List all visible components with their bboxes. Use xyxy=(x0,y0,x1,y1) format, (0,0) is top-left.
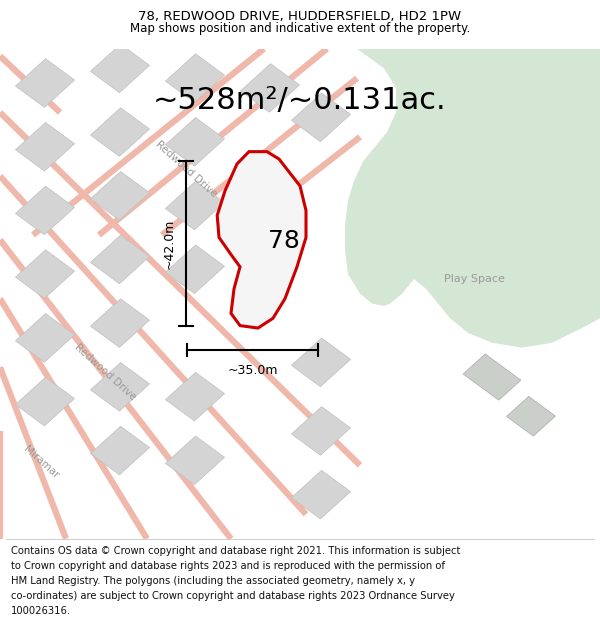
Text: Play Space: Play Space xyxy=(443,274,505,284)
Polygon shape xyxy=(91,362,149,411)
Polygon shape xyxy=(91,107,149,156)
Text: co-ordinates) are subject to Crown copyright and database rights 2023 Ordnance S: co-ordinates) are subject to Crown copyr… xyxy=(11,591,455,601)
Text: Map shows position and indicative extent of the property.: Map shows position and indicative extent… xyxy=(130,22,470,35)
Polygon shape xyxy=(16,314,74,362)
Polygon shape xyxy=(91,426,149,475)
Polygon shape xyxy=(16,122,74,171)
Polygon shape xyxy=(292,471,350,519)
Text: Miramar: Miramar xyxy=(21,444,61,481)
Text: 78, REDWOOD DRIVE, HUDDERSFIELD, HD2 1PW: 78, REDWOOD DRIVE, HUDDERSFIELD, HD2 1PW xyxy=(139,10,461,22)
Polygon shape xyxy=(16,59,74,108)
Polygon shape xyxy=(241,64,299,112)
Polygon shape xyxy=(217,152,306,328)
Polygon shape xyxy=(506,396,556,436)
Text: Redwood Drive: Redwood Drive xyxy=(154,139,218,199)
Polygon shape xyxy=(292,93,350,142)
Polygon shape xyxy=(166,372,224,421)
Polygon shape xyxy=(91,44,149,92)
Text: HM Land Registry. The polygons (including the associated geometry, namely x, y: HM Land Registry. The polygons (includin… xyxy=(11,576,415,586)
Text: ~528m²/~0.131ac.: ~528m²/~0.131ac. xyxy=(153,86,447,115)
Polygon shape xyxy=(16,186,74,235)
Polygon shape xyxy=(292,407,350,455)
Text: ~42.0m: ~42.0m xyxy=(162,218,175,269)
Polygon shape xyxy=(166,436,224,484)
Text: ~35.0m: ~35.0m xyxy=(227,364,278,377)
Polygon shape xyxy=(91,171,149,220)
Text: Redwood Drive: Redwood Drive xyxy=(73,342,137,402)
Polygon shape xyxy=(345,49,600,348)
Polygon shape xyxy=(16,378,74,426)
Polygon shape xyxy=(16,250,74,299)
Polygon shape xyxy=(91,235,149,284)
Text: to Crown copyright and database rights 2023 and is reproduced with the permissio: to Crown copyright and database rights 2… xyxy=(11,561,445,571)
Polygon shape xyxy=(166,181,224,230)
Polygon shape xyxy=(166,118,224,166)
Text: 78: 78 xyxy=(268,229,299,253)
Polygon shape xyxy=(166,54,224,102)
Text: 100026316.: 100026316. xyxy=(11,606,71,616)
Polygon shape xyxy=(91,299,149,348)
Polygon shape xyxy=(292,338,350,387)
Polygon shape xyxy=(463,354,521,400)
Text: Contains OS data © Crown copyright and database right 2021. This information is : Contains OS data © Crown copyright and d… xyxy=(11,546,460,556)
Polygon shape xyxy=(166,245,224,294)
